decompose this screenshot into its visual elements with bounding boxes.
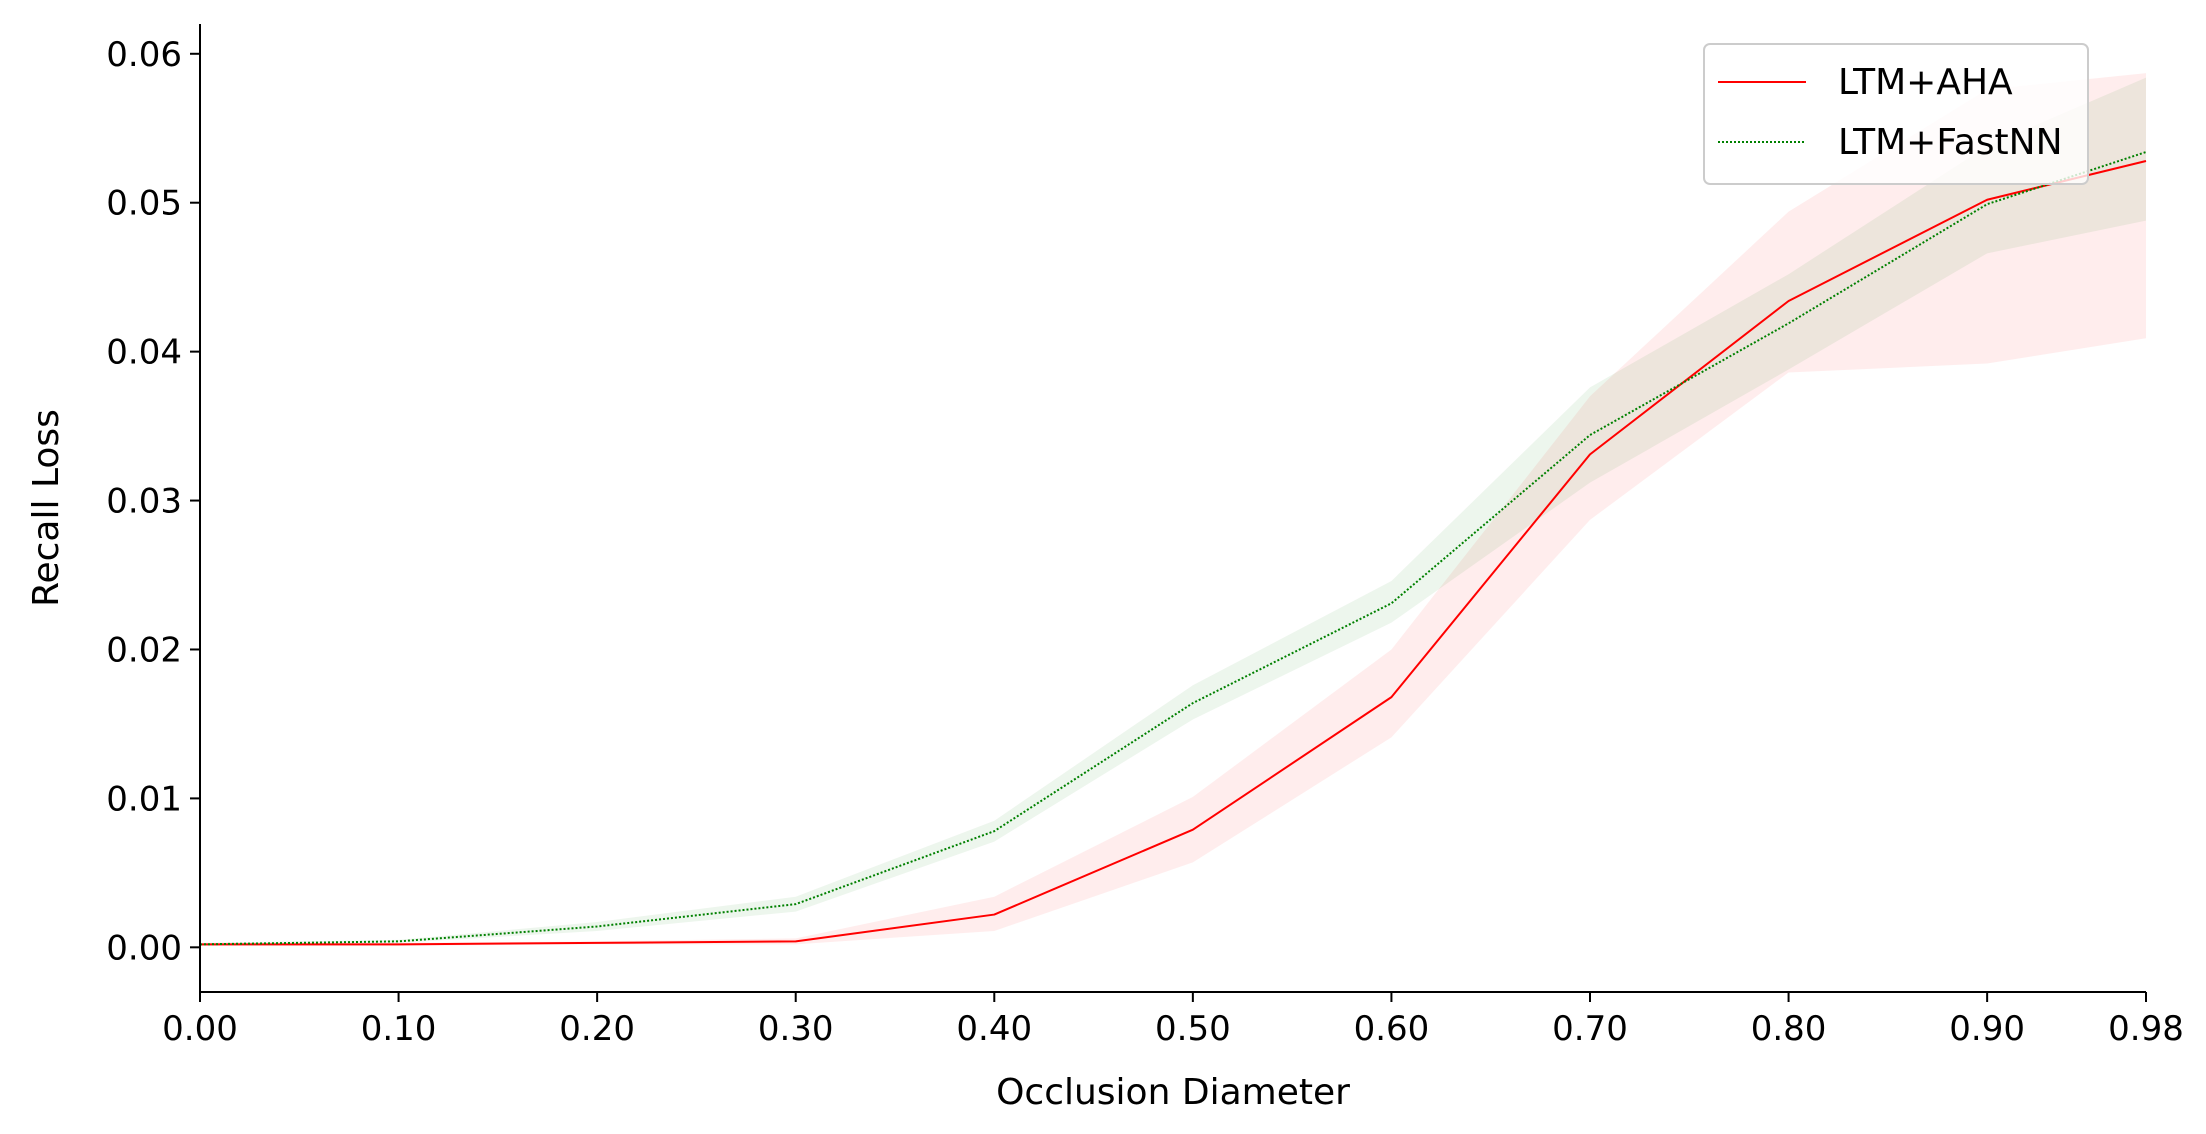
x-tick-label: 0.98: [2108, 1009, 2184, 1049]
y-tick-label: 0.03: [106, 482, 182, 522]
x-tick-label: 0.00: [162, 1009, 238, 1049]
y-tick-label: 0.02: [106, 630, 182, 670]
x-tick-label: 0.90: [1949, 1009, 2025, 1049]
band-ltm-aha: [200, 73, 2146, 946]
series-line-ltm-aha: [200, 160, 2147, 946]
legend: LTM+AHA LTM+FastNN: [1703, 43, 2089, 185]
x-tick-label: 0.60: [1354, 1009, 1430, 1049]
y-tick-label: 0.01: [106, 779, 182, 819]
axes: [199, 24, 2146, 993]
x-ticks: 0.00 0.10 0.20 0.30 0.40 0.50 0.60 0.70 0.80 0.90…: [162, 992, 2184, 1049]
x-tick-label: 0.70: [1552, 1009, 1628, 1049]
confidence-bands: [200, 73, 2146, 946]
x-tick-label: 0.10: [361, 1009, 437, 1049]
series-line-ltm-fastnn: [199, 151, 2147, 946]
y-tick-label: 0.05: [106, 184, 182, 224]
legend-label-ltm-aha: LTM+AHA: [1838, 62, 2013, 103]
x-tick-label: 0.80: [1751, 1009, 1827, 1049]
legend-label-ltm-fastnn: LTM+FastNN: [1838, 122, 2063, 163]
y-axis-title: Recall Loss: [26, 409, 67, 607]
y-ticks: 0.00 0.01 0.02 0.03 0.04 0.05 0.06: [106, 35, 200, 968]
y-tick-label: 0.04: [106, 333, 182, 373]
legend-box: [1703, 43, 2089, 185]
x-tick-label: 0.20: [559, 1009, 635, 1049]
x-axis-title: Occlusion Diameter: [996, 1072, 1350, 1113]
x-tick-label: 0.30: [758, 1009, 834, 1049]
x-tick-label: 0.40: [956, 1009, 1032, 1049]
series-lines: [199, 151, 2147, 946]
y-tick-label: 0.00: [106, 928, 182, 968]
x-tick-label: 0.50: [1155, 1009, 1231, 1049]
y-tick-label: 0.06: [106, 35, 182, 75]
